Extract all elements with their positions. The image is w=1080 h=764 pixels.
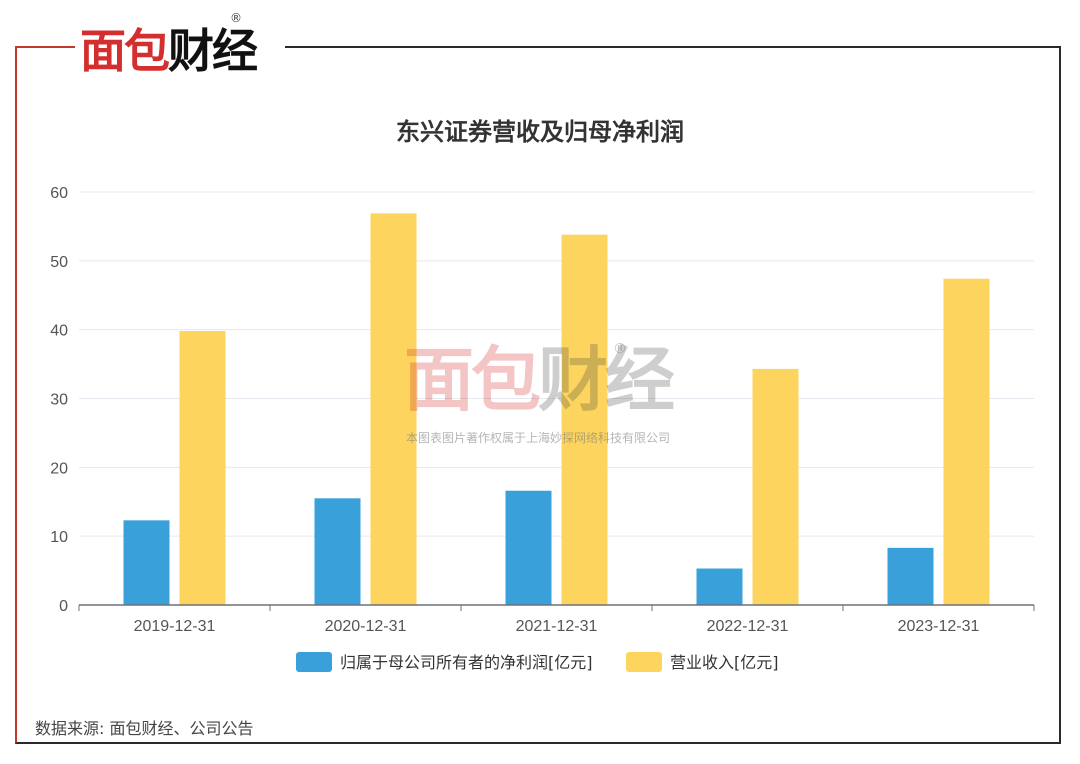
legend-label: 归属于母公司所有者的净利润[亿元] bbox=[340, 653, 593, 672]
bar-revenue bbox=[179, 331, 226, 605]
bar-net-profit bbox=[123, 520, 170, 605]
legend-label: 营业收入[亿元] bbox=[670, 653, 779, 672]
legend-swatch bbox=[296, 652, 332, 672]
grid-layer bbox=[79, 191, 1034, 537]
chart-title: 东兴证券营收及归母净利润 bbox=[396, 118, 684, 146]
bar-revenue bbox=[561, 234, 608, 605]
x-tick-label: 2019-12-31 bbox=[134, 618, 216, 635]
frame-top-right-line bbox=[285, 46, 1061, 48]
y-tick-label: 0 bbox=[59, 598, 68, 615]
logo-dark-text: 财经 bbox=[168, 24, 258, 78]
registered-mark: ® bbox=[230, 11, 242, 25]
y-tick-label: 40 bbox=[50, 323, 68, 340]
bar-net-profit bbox=[505, 490, 552, 605]
bar-net-profit bbox=[887, 547, 934, 605]
y-tick-label: 60 bbox=[50, 185, 68, 202]
axis-layer: 0 10 20 30 40 50 60 2019-12-31 2020-12-31 2021-12… bbox=[50, 185, 1035, 635]
source-note: 数据来源: 面包财经、公司公告 bbox=[35, 719, 254, 738]
legend-layer: 归属于母公司所有者的净利润[亿元] 营业收入[亿元] bbox=[296, 652, 779, 672]
bar-revenue bbox=[370, 213, 417, 606]
legend-swatch bbox=[626, 652, 662, 672]
y-tick-label: 50 bbox=[50, 254, 68, 271]
bar-net-profit bbox=[314, 498, 361, 605]
bars-layer bbox=[123, 213, 990, 606]
x-tick-label: 2021-12-31 bbox=[516, 618, 598, 635]
y-tick-label: 30 bbox=[50, 392, 68, 409]
bar-net-profit bbox=[696, 568, 743, 605]
x-tick-label: 2022-12-31 bbox=[707, 618, 789, 635]
frame-top-left-line bbox=[15, 46, 75, 48]
bar-revenue bbox=[752, 368, 799, 605]
logo-red-text: 面包 bbox=[80, 24, 170, 78]
brand-logo: 面包 财经 ® bbox=[80, 11, 258, 78]
bar-revenue bbox=[943, 278, 990, 605]
x-tick-label: 2020-12-31 bbox=[325, 618, 407, 635]
chart-frame bbox=[15, 46, 1061, 744]
y-tick-label: 20 bbox=[50, 460, 68, 477]
y-tick-label: 10 bbox=[50, 529, 68, 546]
x-tick-label: 2023-12-31 bbox=[898, 618, 980, 635]
